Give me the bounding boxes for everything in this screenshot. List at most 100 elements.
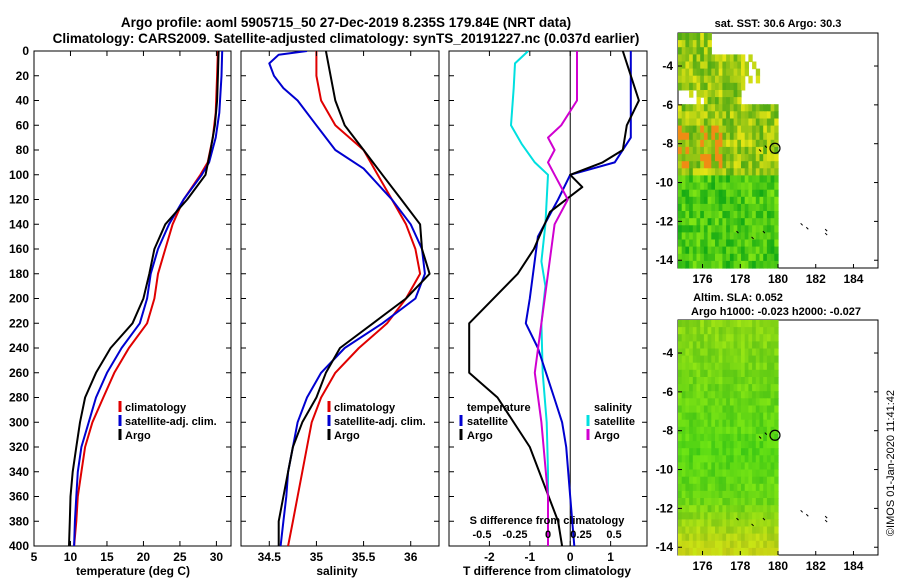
- map-cell: [685, 203, 690, 212]
- map-cell: [752, 391, 757, 399]
- map-cell: [744, 168, 749, 176]
- map-cell: [763, 533, 768, 542]
- map-cell: [748, 125, 753, 134]
- map-cell: [770, 118, 775, 127]
- map-cell: [700, 168, 705, 176]
- map-cell: [770, 196, 775, 205]
- map-cell: [696, 490, 701, 499]
- map-cell: [707, 61, 712, 70]
- map-cell: [692, 246, 698, 255]
- map-cell: [700, 391, 705, 399]
- map-cell: [752, 189, 757, 198]
- lon-tick-label: 178: [730, 559, 750, 573]
- map-cell: [729, 505, 735, 513]
- map-cell: [770, 533, 775, 542]
- map-cell: [689, 469, 694, 478]
- map-cell: [729, 82, 735, 91]
- map-cell: [707, 433, 712, 442]
- difference-x-label: T difference from climatology: [463, 564, 631, 578]
- map-cell: [678, 132, 683, 141]
- series-s-argo: [533, 51, 578, 546]
- map-cell: [715, 211, 720, 219]
- map-cell: [726, 175, 731, 184]
- depth-tick-labels: 0204060801001201401601802002202402602803…: [9, 44, 29, 553]
- imos-stamp: ©IMOS 01-Jan-2020 11:41:42: [885, 390, 897, 536]
- map-cell: [733, 97, 738, 105]
- island-mark: [751, 236, 754, 240]
- map-cell: [755, 225, 761, 233]
- lon-tick-label: 184: [843, 272, 863, 286]
- map-cell: [703, 369, 709, 378]
- map-cell: [726, 118, 731, 127]
- map-cell: [763, 189, 768, 198]
- map-cell: [752, 476, 757, 485]
- map-cell: [733, 526, 738, 535]
- map-cell: [692, 104, 698, 112]
- map-cell: [681, 320, 686, 328]
- map-cell: [729, 433, 735, 442]
- map-cell: [718, 320, 723, 328]
- map-cell: [770, 132, 775, 141]
- map-cell: [703, 405, 709, 414]
- map-cell: [700, 490, 705, 499]
- map-cell: [748, 362, 753, 371]
- map-cell: [766, 512, 772, 520]
- map-cell: [696, 260, 701, 269]
- map-cell: [737, 218, 742, 226]
- map-cell: [726, 125, 731, 134]
- map-cell: [685, 334, 690, 342]
- map-cell: [770, 433, 775, 442]
- map-cell: [774, 433, 779, 442]
- map-cell: [689, 211, 694, 219]
- map-cell: [707, 139, 712, 148]
- map-cell: [681, 412, 686, 421]
- map-cell: [759, 334, 764, 342]
- map-cell: [744, 391, 749, 399]
- map-cell: [774, 412, 779, 421]
- map-cell: [689, 139, 694, 148]
- map-cell: [722, 341, 727, 350]
- map-cell: [703, 90, 709, 98]
- map-cell: [678, 253, 683, 262]
- map-cell: [748, 369, 753, 378]
- map-cell: [737, 175, 742, 184]
- map-cell: [715, 246, 720, 255]
- map-cell: [770, 146, 775, 155]
- map-cell: [689, 341, 694, 350]
- map-cell: [722, 61, 727, 70]
- map-cell: [748, 419, 753, 428]
- map-cell: [741, 203, 746, 212]
- map-cell: [733, 547, 738, 556]
- map-cell: [733, 355, 738, 364]
- map-cell: [726, 61, 731, 70]
- map-cell: [685, 182, 690, 191]
- map-cell: [737, 490, 742, 499]
- map-cell: [692, 196, 698, 205]
- map-cell: [707, 348, 712, 357]
- map-cell: [741, 547, 746, 556]
- depth-tick-label: 280: [9, 391, 29, 405]
- map-cell: [700, 118, 705, 127]
- map-cell: [748, 547, 753, 556]
- map-cell: [696, 398, 701, 406]
- map-cell: [681, 61, 686, 70]
- map-cell: [678, 54, 683, 63]
- map-cell: [726, 512, 731, 520]
- map-cell: [696, 476, 701, 485]
- map-cell: [766, 391, 772, 399]
- map-cell: [681, 355, 686, 364]
- map-cell: [744, 175, 749, 184]
- salinity-plot: [268, 51, 431, 546]
- map-cell: [681, 462, 686, 471]
- map-cell: [733, 118, 738, 127]
- map-cell: [759, 405, 764, 414]
- legend-label-t-argo: Argo: [467, 430, 493, 442]
- map-cell: [711, 232, 716, 241]
- map-cell: [685, 512, 690, 520]
- map-cell: [766, 398, 772, 406]
- map-cell: [733, 369, 738, 378]
- map-cell: [681, 175, 686, 184]
- map-cell: [681, 469, 686, 478]
- map-cell: [770, 175, 775, 184]
- map-cell: [741, 211, 746, 219]
